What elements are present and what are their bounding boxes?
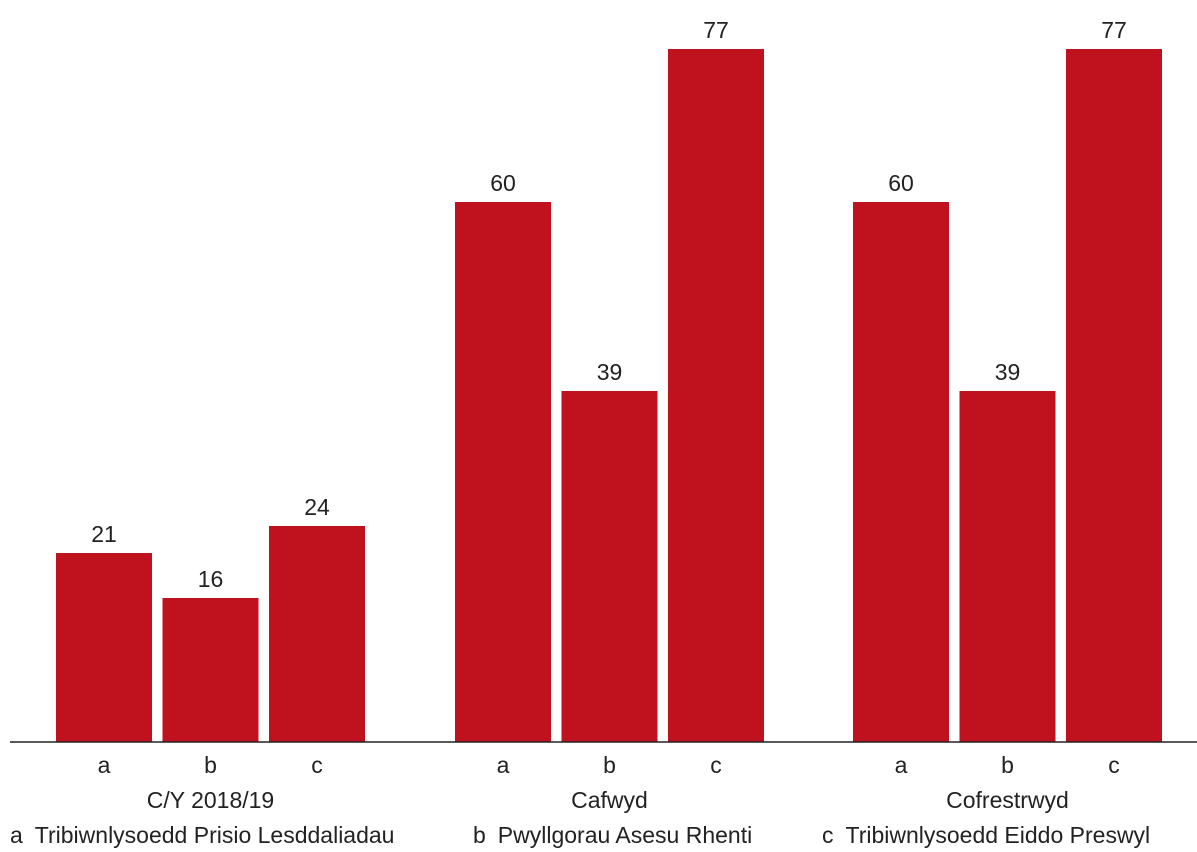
bar-3-c: [1066, 49, 1162, 742]
legend-entry-c: c Tribiwnlysoedd Eiddo Preswyl: [822, 822, 1150, 848]
value-label: 60: [888, 170, 914, 196]
bar-1-c: [269, 526, 365, 742]
bar-1-b: [162, 598, 259, 742]
bar-2-a: [455, 202, 551, 742]
x-tick-label: b: [204, 752, 217, 778]
value-label: 16: [198, 566, 224, 592]
legend-label: Tribiwnlysoedd Eiddo Preswyl: [846, 822, 1151, 848]
group-label: Cafwyd: [571, 787, 648, 813]
legend-key: b: [473, 822, 486, 848]
x-tick-label: b: [1001, 752, 1014, 778]
bar-3-a: [853, 202, 949, 742]
x-tick-label: b: [603, 752, 616, 778]
group-labels-layer: C/Y 2018/19 Cafwyd Cofrestrwyd: [147, 787, 1069, 813]
value-label: 60: [490, 170, 516, 196]
legend-key: c: [822, 822, 834, 848]
x-tick-label: a: [98, 752, 111, 778]
value-label: 77: [703, 17, 729, 43]
value-label: 24: [304, 494, 330, 520]
legend-label: Pwyllgorau Asesu Rhenti: [498, 822, 752, 848]
bar-2-c: [668, 49, 764, 742]
group-label: C/Y 2018/19: [147, 787, 274, 813]
legend: a Tribiwnlysoedd Prisio Lesddaliadau b Pwyl…: [10, 822, 1150, 848]
x-tick-label: c: [1108, 752, 1120, 778]
legend-entry-b: b Pwyllgorau Asesu Rhenti: [473, 822, 752, 848]
bar-2-b: [561, 391, 658, 742]
value-label: 77: [1101, 17, 1127, 43]
group-label: Cofrestrwyd: [946, 787, 1069, 813]
value-label: 39: [995, 359, 1021, 385]
legend-entry-a: a Tribiwnlysoedd Prisio Lesddaliadau: [10, 822, 394, 848]
legend-label: Tribiwnlysoedd Prisio Lesddaliadau: [35, 822, 395, 848]
value-label: 39: [597, 359, 623, 385]
x-tick-label: c: [311, 752, 323, 778]
bar-3-b: [959, 391, 1056, 742]
x-tick-label: a: [895, 752, 908, 778]
bars-layer: [56, 49, 1162, 742]
bar-1-a: [56, 553, 152, 742]
value-label: 21: [91, 521, 117, 547]
legend-key: a: [10, 822, 23, 848]
value-labels-layer: 21 16 24 60 39 77 60 39 77: [91, 17, 1127, 592]
x-tick-label: a: [497, 752, 510, 778]
x-tick-label: c: [710, 752, 722, 778]
